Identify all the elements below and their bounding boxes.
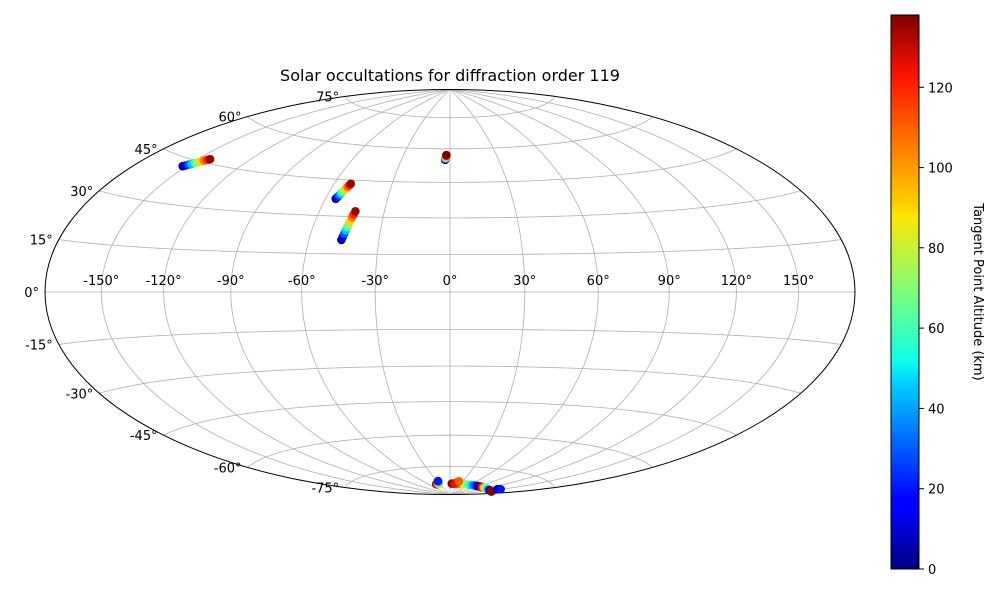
longitude-tick-label: -60° — [288, 274, 316, 289]
latitude-tick-label: -75° — [311, 482, 339, 497]
parallel-line — [58, 239, 842, 256]
colorbar-label: Tangent Point Altitude (km) — [970, 202, 985, 380]
latitude-tick-label: 60° — [218, 111, 241, 126]
longitude-tick-label: -90° — [217, 274, 245, 289]
latitude-tick-labels: 75° 60° 45° 30° 15° 0° -15° -30° -45° -60° -75° — [24, 90, 339, 496]
chart-title: Solar occultations for diffraction order… — [280, 66, 620, 85]
data-point — [433, 476, 443, 486]
data-point — [351, 207, 360, 216]
colorbar-tick-label: 40 — [928, 402, 945, 417]
data-point — [442, 150, 451, 160]
parallel-line — [163, 148, 737, 183]
parallel-line — [247, 434, 653, 468]
map-grid — [45, 89, 855, 495]
colorbar-tick-label: 100 — [928, 162, 953, 177]
parallel-line — [99, 365, 801, 394]
data-point — [205, 154, 215, 164]
parallel-line — [58, 328, 842, 345]
longitude-tick-label: 0° — [443, 274, 458, 289]
colorbar-ticks: 0 20 40 60 80 100 120 — [919, 81, 953, 578]
parallel-line — [247, 116, 653, 150]
colorbar-tick-label: 80 — [928, 242, 945, 257]
parallel-line — [163, 401, 737, 436]
colorbar-tick-label: 20 — [928, 483, 945, 498]
map-outline — [44, 89, 856, 495]
longitude-tick-label: -150° — [83, 274, 119, 289]
longitude-tick-label: -120° — [146, 274, 182, 289]
latitude-tick-label: 0° — [24, 286, 39, 301]
colorbar: 0 20 40 60 80 100 120 Tangent Point Altitude (… — [890, 14, 985, 578]
longitude-tick-label: 90° — [658, 274, 681, 289]
colorbar-tick-label: 0 — [928, 563, 936, 578]
longitude-tick-label: 30° — [513, 274, 536, 289]
parallel-line — [99, 190, 801, 219]
latitude-tick-label: 15° — [30, 234, 53, 249]
latitude-tick-label: -60° — [214, 461, 242, 476]
longitude-tick-label: 60° — [587, 274, 610, 289]
colorbar-tick-label: 60 — [928, 322, 945, 337]
scatter-points — [178, 150, 506, 496]
data-point — [454, 476, 464, 486]
latitude-tick-label: -45° — [130, 429, 158, 444]
colorbar-scale — [890, 14, 920, 570]
longitude-tick-label: 120° — [721, 274, 752, 289]
longitude-tick-labels: -150° -120° -90° -60° -30° 0° 30° 60° 90° 120° 150… — [83, 274, 814, 289]
latitude-tick-label: 45° — [135, 143, 158, 158]
latitude-tick-label: 75° — [316, 90, 339, 105]
longitude-tick-label: -30° — [361, 274, 389, 289]
data-point — [346, 179, 356, 189]
parallel-line — [344, 465, 556, 488]
latitude-tick-label: -15° — [25, 338, 53, 353]
longitude-tick-label: 150° — [783, 274, 814, 289]
latitude-tick-label: -30° — [66, 387, 94, 402]
data-point — [496, 485, 506, 494]
parallel-line — [344, 96, 556, 119]
latitude-tick-label: 30° — [70, 185, 93, 200]
colorbar-tick-label: 120 — [928, 81, 953, 96]
